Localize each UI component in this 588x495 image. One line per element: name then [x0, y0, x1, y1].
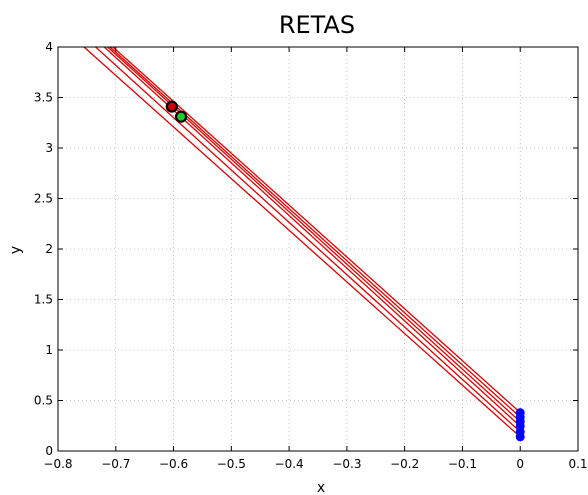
y-tick-label: 2.5 [34, 192, 53, 206]
x-axis-label: x [317, 480, 325, 495]
x-tick-label: −0.6 [159, 457, 188, 471]
intercept-point-6 [515, 408, 525, 418]
series-line-6 [112, 47, 521, 414]
x-tick-label: 0.1 [568, 457, 587, 471]
y-tick-label: 0.5 [34, 394, 53, 408]
x-tick-label: −0.8 [43, 457, 72, 471]
plot-area: −0.8 −0.7 −0.6 −0.5 −0.4 −0.3 −0.2 −0.1 0 0.1 0 0.5… [34, 40, 588, 471]
y-axis-label: y [8, 246, 24, 254]
series-line-5 [109, 47, 521, 418]
x-tick-label: −0.4 [275, 457, 304, 471]
x-tick-label: −0.5 [217, 457, 246, 471]
y-tick-label: 1.5 [34, 293, 53, 307]
series-line-2 [95, 47, 521, 433]
y-tick-label: 1 [45, 343, 53, 357]
marked-point-2 [174, 110, 188, 123]
x-tick-label: −0.1 [448, 457, 477, 471]
series-line-1 [83, 47, 521, 438]
x-tick-label: −0.3 [332, 457, 361, 471]
marked-point-1 [165, 100, 178, 113]
y-tick-label: 2 [45, 242, 53, 256]
y-tick-label: 4 [45, 40, 53, 54]
y-tick-label: 3 [45, 141, 53, 155]
x-tick-label: −0.7 [101, 457, 130, 471]
y-tick-label: 0 [45, 444, 53, 458]
chart-title: RETAS [279, 11, 355, 39]
y-tick-label: 3.5 [34, 91, 53, 105]
x-tick-label: −0.2 [390, 457, 419, 471]
x-tick-label: 0 [516, 457, 524, 471]
